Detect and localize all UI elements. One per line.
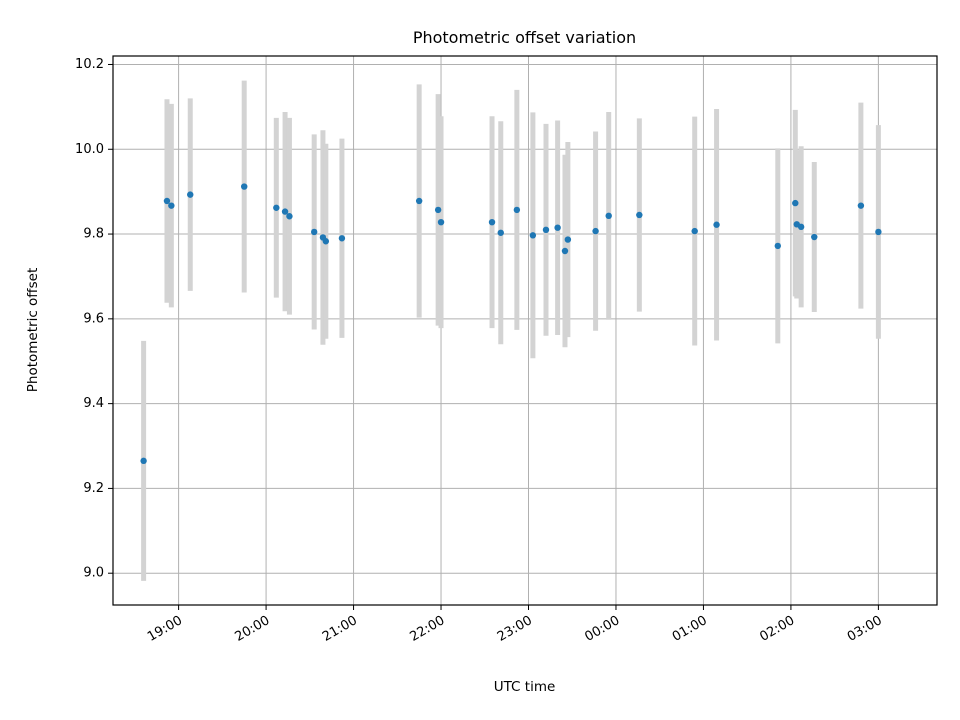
x-tick-label: 00:00 bbox=[582, 613, 622, 645]
data-point bbox=[713, 221, 720, 228]
data-point bbox=[774, 242, 781, 250]
data-point bbox=[434, 206, 442, 214]
y-tick-label: 9.4 bbox=[83, 396, 104, 411]
y-tick-label: 10.2 bbox=[75, 57, 104, 72]
data-point bbox=[564, 236, 572, 243]
data-point bbox=[437, 218, 445, 226]
grid bbox=[113, 56, 937, 605]
data-point bbox=[338, 235, 346, 242]
data-point bbox=[497, 229, 504, 236]
data-point bbox=[554, 224, 561, 231]
data-point bbox=[592, 227, 599, 235]
x-tick-label: 23:00 bbox=[495, 613, 535, 645]
data-point bbox=[513, 206, 521, 214]
x-tick-label: 02:00 bbox=[757, 613, 797, 645]
data-point bbox=[488, 218, 496, 226]
x-tick-label: 20:00 bbox=[233, 613, 273, 645]
data-point bbox=[542, 226, 550, 234]
data-point bbox=[168, 202, 175, 209]
x-tick-label: 22:00 bbox=[407, 613, 447, 645]
data-point bbox=[241, 183, 248, 190]
y-tick-label: 9.0 bbox=[83, 566, 104, 581]
data-point bbox=[281, 208, 289, 215]
y-axis-label: Photometric offset bbox=[25, 268, 41, 392]
data-points bbox=[140, 183, 882, 465]
data-point bbox=[792, 199, 799, 207]
data-point bbox=[561, 247, 569, 255]
data-point bbox=[875, 228, 882, 236]
x-tick-label: 03:00 bbox=[845, 613, 885, 645]
x-axis-label: UTC time bbox=[494, 679, 556, 695]
data-point bbox=[691, 227, 698, 235]
data-point bbox=[286, 213, 293, 220]
y-tick-label: 9.6 bbox=[83, 311, 104, 326]
data-point bbox=[140, 457, 147, 465]
chart-title: Photometric offset variation bbox=[413, 28, 636, 47]
data-point bbox=[163, 197, 171, 205]
x-tick-label: 21:00 bbox=[320, 613, 360, 645]
y-axis: 9.0 9.2 9.4 9.6 9.8 10.0 10.2 bbox=[75, 57, 113, 581]
data-point bbox=[273, 204, 280, 211]
error-bars bbox=[141, 80, 881, 581]
data-point bbox=[605, 212, 612, 220]
data-point bbox=[797, 223, 805, 231]
data-point bbox=[415, 197, 423, 205]
x-axis: 19:00 20:00 21:00 22:00 23:00 00:00 01:00 02:00… bbox=[145, 605, 885, 645]
data-point bbox=[811, 233, 818, 241]
data-point bbox=[310, 228, 318, 236]
plot-frame bbox=[112, 55, 938, 606]
y-tick-label: 9.2 bbox=[83, 481, 104, 496]
data-point bbox=[636, 211, 643, 219]
x-tick-label: 19:00 bbox=[145, 613, 185, 645]
data-point bbox=[322, 238, 330, 245]
data-point bbox=[529, 232, 537, 239]
data-point bbox=[857, 202, 865, 209]
data-point bbox=[187, 191, 194, 198]
y-tick-label: 9.8 bbox=[83, 227, 104, 242]
y-tick-label: 10.0 bbox=[75, 142, 104, 157]
x-tick-label: 01:00 bbox=[670, 613, 710, 645]
